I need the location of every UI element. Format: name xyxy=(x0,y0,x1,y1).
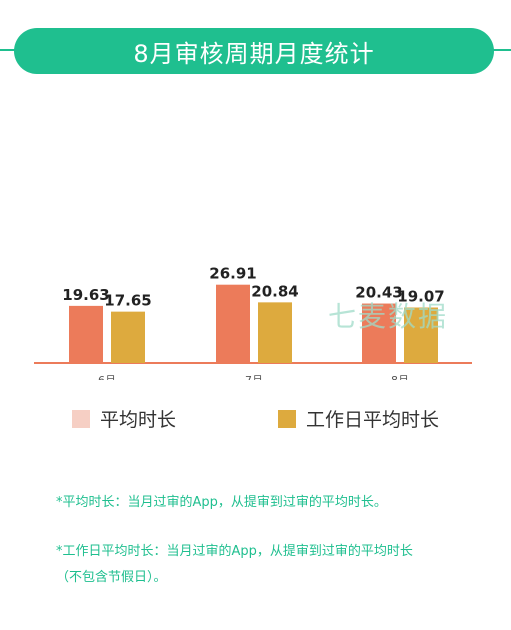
bar-workday-2 xyxy=(404,307,438,363)
bar-workday-1 xyxy=(258,302,292,363)
x-tick-label: 8月 xyxy=(391,374,409,380)
footnote-workday-cont: （不包含节假日）。 xyxy=(56,570,167,585)
legend-item-workday: 工作日平均时长 xyxy=(278,405,439,432)
x-tick-label: 6月 xyxy=(98,374,116,380)
legend-item-average: 平均时长 xyxy=(72,405,176,432)
data-label: 19.63 xyxy=(62,286,109,304)
bar-workday-0 xyxy=(111,311,145,363)
bar-average-2 xyxy=(362,303,396,363)
x-tick-label: 7月 xyxy=(245,374,263,380)
legend-swatch-average xyxy=(72,409,90,428)
data-label: 20.43 xyxy=(355,284,402,302)
data-label: 17.65 xyxy=(104,292,151,310)
data-label: 26.91 xyxy=(209,265,256,283)
watermark-text: 七麦数据 xyxy=(328,300,449,333)
bar-average-0 xyxy=(69,305,103,363)
legend-label-workday: 工作日平均时长 xyxy=(306,409,440,431)
title-banner: 8月审核周期月度统计 xyxy=(14,28,494,74)
footnote-average: *平均时长：当月过审的App，从提审到过审的平均时长。 xyxy=(56,495,387,510)
data-label: 19.07 xyxy=(397,288,444,306)
chart-title: 8月审核周期月度统计 xyxy=(133,39,375,68)
bar-average-1 xyxy=(216,284,250,363)
legend-label-average: 平均时长 xyxy=(100,409,177,431)
legend-swatch-workday xyxy=(278,409,296,428)
legend: 平均时长 工作日平均时长 xyxy=(0,405,511,435)
data-label: 20.84 xyxy=(251,282,298,300)
footnote-workday: *工作日平均时长：当月过审的App，从提审到过审的平均时长 xyxy=(56,544,413,559)
